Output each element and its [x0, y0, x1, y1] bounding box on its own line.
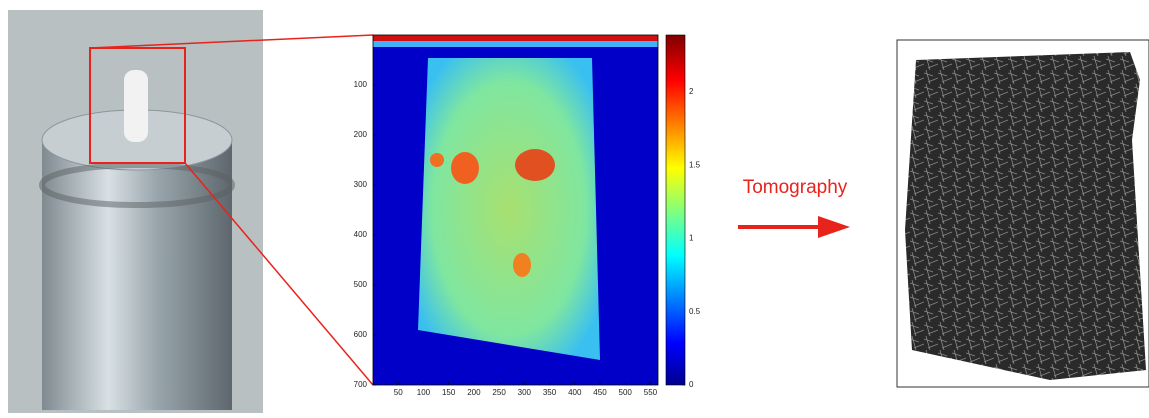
- zoom-line: [89, 34, 374, 49]
- annotation: Tomography: [743, 177, 848, 198]
- heatmap-image: [372, 34, 659, 386]
- x-tick-label: 50: [394, 388, 403, 397]
- x-tick-label: 200: [467, 388, 481, 397]
- colorbar-tick-label: 1: [689, 234, 694, 243]
- x-tick-label: 500: [619, 388, 633, 397]
- y-tick-label: 100: [354, 80, 368, 89]
- y-tick-label: 300: [354, 180, 368, 189]
- y-tick-label: 600: [354, 330, 368, 339]
- y-tick-label: 200: [354, 130, 368, 139]
- x-tick-label: 350: [543, 388, 557, 397]
- colorbar: [665, 34, 686, 386]
- colorbar-tick-label: 1.5: [689, 160, 701, 169]
- tomography-render: [896, 39, 1149, 388]
- photo: [8, 10, 263, 413]
- x-tick-label: 450: [593, 388, 607, 397]
- zoom-line: [184, 162, 374, 386]
- y-tick-label: 400: [354, 230, 368, 239]
- x-tick-label: 400: [568, 388, 582, 397]
- x-tick-label: 250: [492, 388, 506, 397]
- colorbar-tick-label: 2: [689, 87, 694, 96]
- colorbar-tick-label: 0: [689, 380, 694, 389]
- y-tick-label: 500: [354, 280, 368, 289]
- colorbar-tick-label: 0.5: [689, 307, 701, 316]
- arrow: [738, 216, 850, 238]
- x-tick-label: 150: [442, 388, 456, 397]
- x-tick-label: 100: [417, 388, 431, 397]
- y-tick-label: 700: [354, 380, 368, 389]
- x-tick-label: 550: [644, 388, 658, 397]
- x-tick-label: 300: [518, 388, 532, 397]
